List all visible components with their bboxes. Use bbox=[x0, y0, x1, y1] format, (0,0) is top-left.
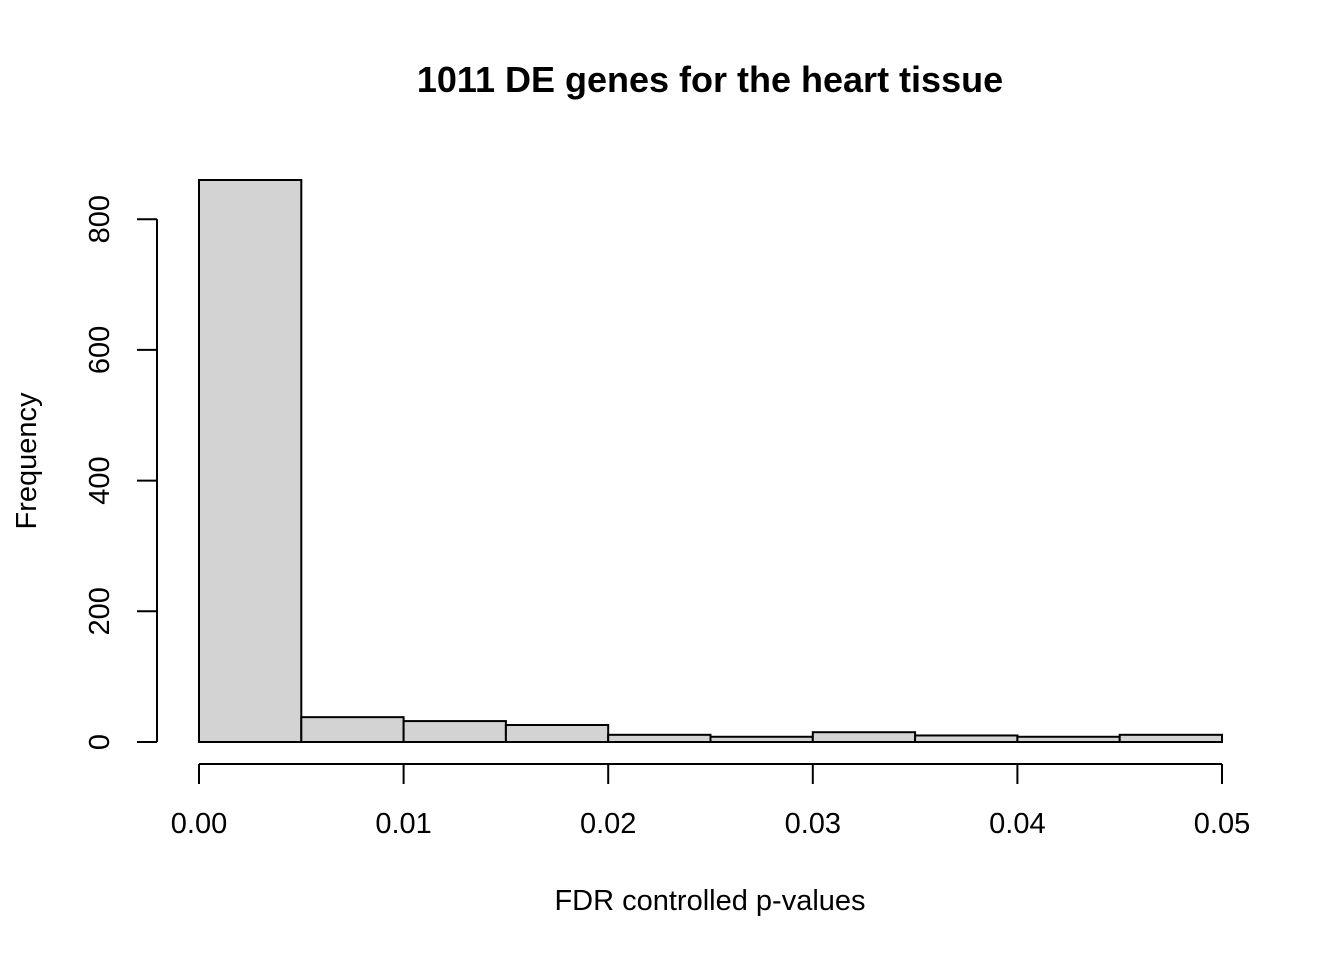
bars-group bbox=[198, 179, 1223, 744]
x-tick-label: 0.01 bbox=[375, 808, 431, 840]
y-tick-label: 0 bbox=[84, 734, 116, 750]
histogram-bar bbox=[504, 724, 610, 743]
histogram-bar bbox=[1016, 735, 1121, 744]
y-tick-label: 400 bbox=[84, 456, 116, 504]
histogram-bar bbox=[300, 716, 405, 743]
histogram-bar bbox=[198, 179, 303, 743]
histogram-bar bbox=[811, 731, 917, 744]
histogram-bar bbox=[402, 720, 507, 744]
y-axis-label: Frequency bbox=[11, 392, 43, 530]
x-tick-label: 0.03 bbox=[785, 808, 841, 840]
x-tick-label: 0.00 bbox=[171, 808, 227, 840]
histogram-bar bbox=[914, 734, 1019, 743]
chart-title: 1011 DE genes for the heart tissue bbox=[417, 59, 1003, 100]
x-axis-label: FDR controlled p-values bbox=[554, 885, 865, 917]
y-tick-label: 600 bbox=[84, 326, 116, 374]
y-axis: 0 200 400 600 800 bbox=[84, 195, 158, 750]
histogram-bar bbox=[607, 733, 712, 744]
histogram-bar bbox=[709, 735, 814, 744]
x-axis: 0.00 0.01 0.02 0.03 0.04 0.05 bbox=[171, 763, 1250, 840]
y-tick-label: 800 bbox=[84, 195, 116, 243]
x-tick-label: 0.05 bbox=[1194, 808, 1250, 840]
histogram-bar bbox=[1118, 733, 1223, 744]
y-tick-label: 200 bbox=[84, 587, 116, 635]
x-tick-label: 0.04 bbox=[989, 808, 1045, 840]
x-tick-label: 0.02 bbox=[580, 808, 636, 840]
